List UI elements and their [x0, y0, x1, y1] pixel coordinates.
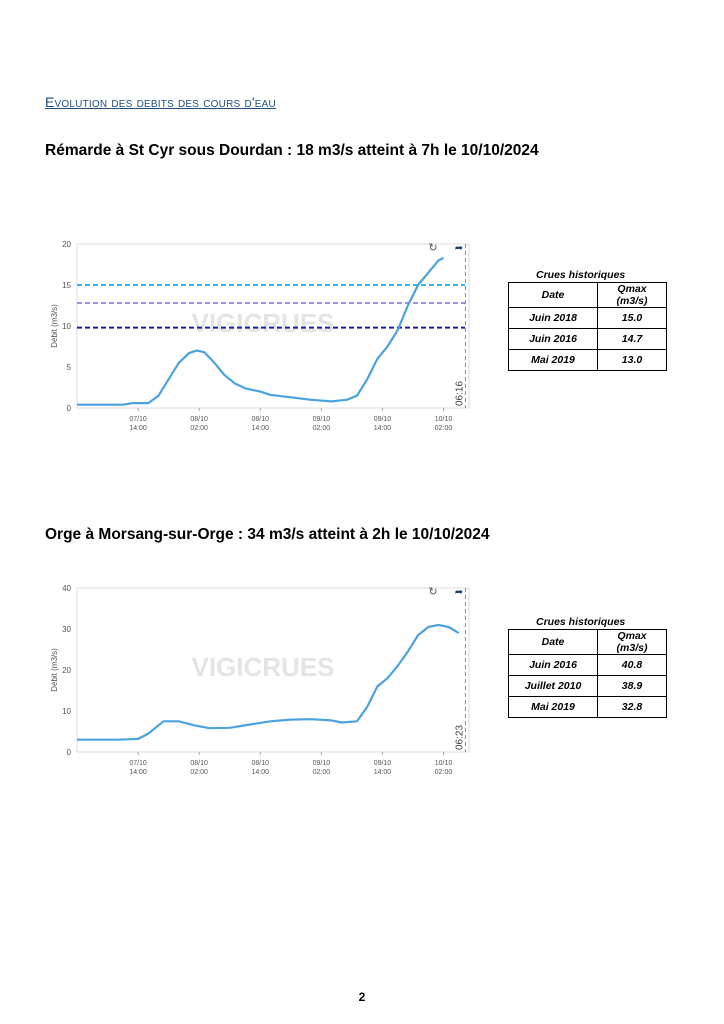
table-header-row: Date Qmax (m3/s)	[508, 629, 667, 655]
y-tick-label: 40	[62, 584, 71, 593]
y-axis-label: Débit (m3/s)	[50, 648, 59, 692]
y-tick-label: 15	[62, 281, 71, 290]
current-time-label: 06:16	[454, 381, 465, 406]
x-tick-label-date: 07/10	[129, 416, 147, 423]
discharge-series-line	[77, 623, 460, 741]
x-tick-label-date: 08/10	[252, 416, 270, 423]
y-tick-label: 0	[67, 404, 72, 413]
table-row: Juin 2016 40.8	[508, 654, 667, 676]
flood-date: Mai 2019	[508, 349, 598, 371]
page-number: 2	[358, 990, 366, 1004]
x-tick-label-date: 10/10	[435, 760, 453, 767]
flood-date: Juin 2016	[508, 328, 598, 350]
y-tick-label: 10	[62, 322, 71, 331]
flood-date: Juillet 2010	[508, 675, 598, 697]
plot-frame	[76, 587, 470, 753]
x-tick-label-time: 02:00	[435, 769, 453, 776]
x-tick-label-time: 14:00	[129, 769, 147, 776]
watermark-text: VIGICRUES	[191, 652, 334, 682]
y-tick-label: 0	[67, 748, 72, 757]
x-tick-label-time: 02:00	[435, 425, 453, 432]
x-tick-label-date: 08/10	[190, 416, 208, 423]
x-tick-label-time: 14:00	[374, 769, 392, 776]
x-tick-label-time: 02:00	[190, 769, 208, 776]
plot-frame	[76, 243, 470, 409]
x-tick-label-time: 14:00	[374, 425, 392, 432]
x-tick-label-time: 02:00	[190, 425, 208, 432]
table-row: Juillet 2010 38.9	[508, 675, 667, 697]
watermark-text: VIGICRUES	[191, 308, 334, 338]
x-tick-label-date: 08/10	[252, 760, 270, 767]
historic-floods-grid: Date Qmax (m3/s) Juin 2018 15.0 Juin 201…	[508, 282, 667, 371]
flood-qmax: 40.8	[597, 654, 667, 676]
x-tick-label-time: 14:00	[252, 769, 270, 776]
historic-floods-table-orge: Crues historiques Date Qmax (m3/s) Juin …	[508, 615, 667, 718]
table-row: Juin 2018 15.0	[508, 307, 667, 329]
historic-floods-grid: Date Qmax (m3/s) Juin 2016 40.8 Juillet …	[508, 629, 667, 718]
chart-orge: VIGICRUES 0 10 20 30 40 Débit (m3/s) 07/10 14:00…	[50, 584, 470, 776]
x-tick-label-date: 09/10	[313, 760, 331, 767]
flood-qmax: 14.7	[597, 328, 667, 350]
x-tick-label-date: 09/10	[374, 760, 392, 767]
x-tick-label-date: 07/10	[129, 760, 147, 767]
date-header: Date	[508, 282, 598, 308]
qmax-header: Qmax (m3/s)	[597, 282, 667, 308]
refresh-icon: ↻	[428, 241, 437, 254]
x-tick-label-date: 10/10	[435, 416, 453, 423]
historic-floods-table-remarde: Crues historiques Date Qmax (m3/s) Juin …	[508, 268, 667, 371]
x-tick-label-time: 02:00	[313, 425, 331, 432]
x-tick-label-time: 14:00	[252, 425, 270, 432]
flood-qmax: 38.9	[597, 675, 667, 697]
x-tick-label-date: 09/10	[313, 416, 331, 423]
x-tick-label-time: 02:00	[313, 769, 331, 776]
current-time-label: 06:23	[454, 725, 465, 750]
table-row: Mai 2019 32.8	[508, 696, 667, 718]
y-tick-label: 30	[62, 625, 71, 634]
table-header-row: Date Qmax (m3/s)	[508, 282, 667, 308]
flood-date: Juin 2018	[508, 307, 598, 329]
qmax-header: Qmax (m3/s)	[597, 629, 667, 655]
chart-remarde: VIGICRUES 0 5 10 15 20 Débit (m3/s) 07/10 14:00 0…	[50, 240, 470, 432]
flood-qmax: 32.8	[597, 696, 667, 718]
refresh-icon: ↻	[428, 585, 437, 598]
y-tick-label: 5	[67, 363, 72, 372]
y-axis-label: Débit (m3/s)	[50, 304, 59, 348]
historic-floods-title: Crues historiques	[536, 269, 626, 281]
y-tick-label: 20	[62, 240, 71, 249]
chart-title-remarde: Rémarde à St Cyr sous Dourdan : 18 m3/s …	[45, 142, 539, 159]
flood-qmax: 13.0	[597, 349, 667, 371]
date-header: Date	[508, 629, 598, 655]
table-row: Mai 2019 13.0	[508, 349, 667, 371]
x-tick-label-date: 08/10	[190, 760, 208, 767]
x-tick-label-time: 14:00	[129, 425, 147, 432]
historic-floods-title: Crues historiques	[536, 616, 626, 628]
flood-date: Juin 2016	[508, 654, 598, 676]
forward-icon: ➦	[455, 243, 463, 254]
discharge-series-line	[77, 256, 444, 406]
section-heading: Evolution des debits des cours d'eau	[45, 94, 276, 110]
forward-icon: ➦	[455, 587, 463, 598]
y-tick-label: 10	[62, 707, 71, 716]
table-row: Juin 2016 14.7	[508, 328, 667, 350]
x-tick-label-date: 09/10	[374, 416, 392, 423]
chart-title-orge: Orge à Morsang-sur-Orge : 34 m3/s attein…	[45, 526, 490, 543]
flood-date: Mai 2019	[508, 696, 598, 718]
flood-qmax: 15.0	[597, 307, 667, 329]
y-tick-label: 20	[62, 666, 71, 675]
